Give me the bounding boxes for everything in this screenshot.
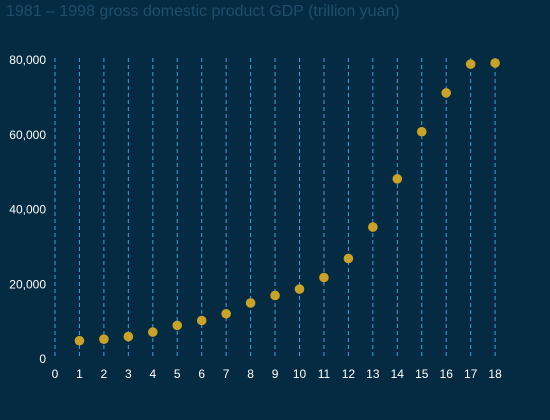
x-tick-label: 10 [293, 367, 307, 381]
data-point [490, 58, 500, 68]
x-tick-label: 3 [125, 367, 132, 381]
data-point [99, 334, 109, 344]
x-tick-label: 17 [464, 367, 478, 381]
y-tick-label: 0 [39, 352, 46, 366]
data-point [392, 174, 403, 184]
data-point [74, 335, 85, 346]
grid-lines [54, 58, 496, 359]
x-tick-label: 8 [247, 367, 254, 381]
x-tick-label: 0 [52, 367, 59, 381]
x-tick-label: 9 [272, 367, 279, 381]
x-tick-label: 12 [342, 367, 356, 381]
data-point [368, 222, 378, 232]
x-tick-label: 7 [223, 367, 230, 381]
y-tick-label: 80,000 [9, 53, 46, 67]
y-tick-label: 40,000 [9, 203, 46, 217]
data-point [245, 298, 256, 308]
data-point [441, 88, 452, 98]
data-point [294, 284, 305, 294]
chart-title: 1981 – 1998 gross domestic product GDP (… [6, 3, 400, 20]
y-tick-label: 60,000 [9, 128, 46, 142]
data-point [221, 308, 231, 319]
x-tick-label: 16 [440, 367, 454, 381]
data-point [172, 320, 183, 331]
x-tick-label: 2 [101, 367, 108, 381]
x-tick-label: 18 [488, 367, 502, 381]
x-tick-label: 1 [76, 367, 83, 381]
data-point [270, 290, 280, 301]
x-tick-label: 6 [198, 367, 205, 381]
data-point [319, 272, 329, 283]
data-point [148, 327, 158, 337]
x-tick-label: 15 [415, 367, 429, 381]
x-tick-label: 5 [174, 367, 181, 381]
data-point [416, 126, 427, 137]
data-point [465, 59, 476, 69]
x-tick-label: 13 [366, 367, 380, 381]
x-tick-label: 14 [391, 367, 405, 381]
data-point [343, 253, 354, 264]
y-tick-label: 20,000 [9, 277, 46, 291]
data-point [123, 331, 134, 342]
data-point [196, 315, 207, 326]
axis: 0 1 2 3 4 5 6 7 8 9 10 11 12 13 14 15 16 17 18020,00040,00… [9, 53, 502, 381]
x-tick-label: 11 [318, 367, 331, 381]
x-tick-label: 4 [149, 367, 156, 381]
data-points [74, 58, 500, 346]
